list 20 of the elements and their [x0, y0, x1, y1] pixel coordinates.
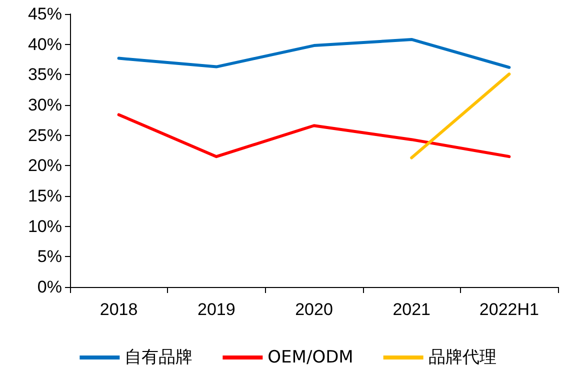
y-tick-label: 35% — [28, 65, 62, 84]
y-tick-label: 10% — [28, 216, 62, 236]
legend-label: 品牌代理 — [428, 348, 496, 368]
y-tick-label: 45% — [28, 4, 62, 24]
x-tick-label: 2018 — [100, 300, 138, 319]
line-series — [117, 113, 511, 158]
x-tick-label: 2019 — [197, 300, 236, 319]
y-tick-label: 20% — [28, 156, 62, 176]
x-tick-label: 2022H1 — [479, 300, 539, 319]
y-tick-label: 5% — [37, 247, 62, 266]
legend-label: OEM/ODM — [268, 348, 354, 368]
y-tick-label: 30% — [28, 96, 62, 114]
x-tick-label: 2020 — [295, 300, 333, 319]
legend-label: 自有品牌 — [124, 348, 193, 368]
y-tick-label: 40% — [28, 34, 62, 54]
y-tick-label: 25% — [28, 126, 62, 145]
y-tick-label: 15% — [28, 186, 62, 206]
line-series — [117, 38, 511, 69]
x-tick-label: 2021 — [392, 300, 431, 319]
y-tick-label: 0% — [37, 278, 62, 296]
